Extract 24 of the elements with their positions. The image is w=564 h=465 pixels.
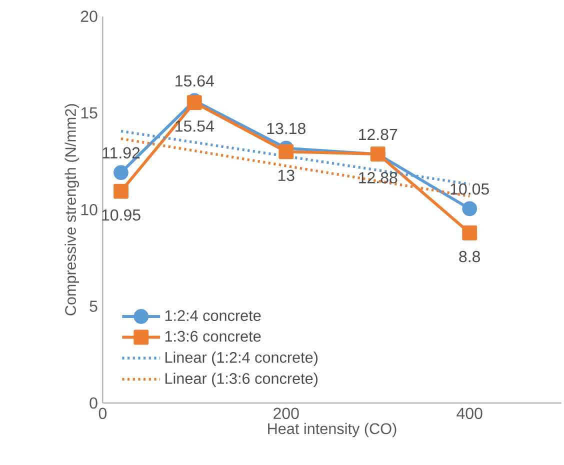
- y-tick-label: 15: [81, 107, 98, 119]
- data-label: 12.88: [359, 172, 398, 184]
- data-label: 8.8: [459, 250, 480, 262]
- y-tick-label: 0: [90, 397, 98, 409]
- data-label: 10.95: [102, 209, 140, 221]
- legend-label: Linear (1:2:4 concrete): [165, 352, 318, 366]
- x-tick-label: 200: [274, 408, 299, 420]
- legend-label: 1:3:6 concrete: [165, 330, 261, 342]
- data-label: 15.64: [176, 75, 214, 87]
- y-axis-title: Compressive strength (N/mm2): [64, 104, 80, 316]
- data-label: 15.54: [176, 120, 214, 132]
- x-axis-title: Heat intensity (CO): [268, 422, 396, 438]
- y-tick-label: 5: [90, 300, 98, 312]
- data-label: 13: [278, 170, 294, 182]
- y-tick-label: 20: [80, 10, 98, 22]
- data-label: 11.92: [102, 147, 140, 158]
- data-label: 13.18: [267, 122, 306, 134]
- legend-label: 1:2:4 concrete: [165, 310, 261, 322]
- data-label: 10.05: [450, 183, 489, 195]
- data-label: 12.87: [359, 128, 398, 140]
- y-tick-label: 10: [81, 204, 98, 216]
- x-tick-label: 400: [456, 408, 482, 420]
- x-tick-label: 0: [98, 408, 106, 420]
- legend-label: Linear (1:3:6 concrete): [165, 372, 318, 387]
